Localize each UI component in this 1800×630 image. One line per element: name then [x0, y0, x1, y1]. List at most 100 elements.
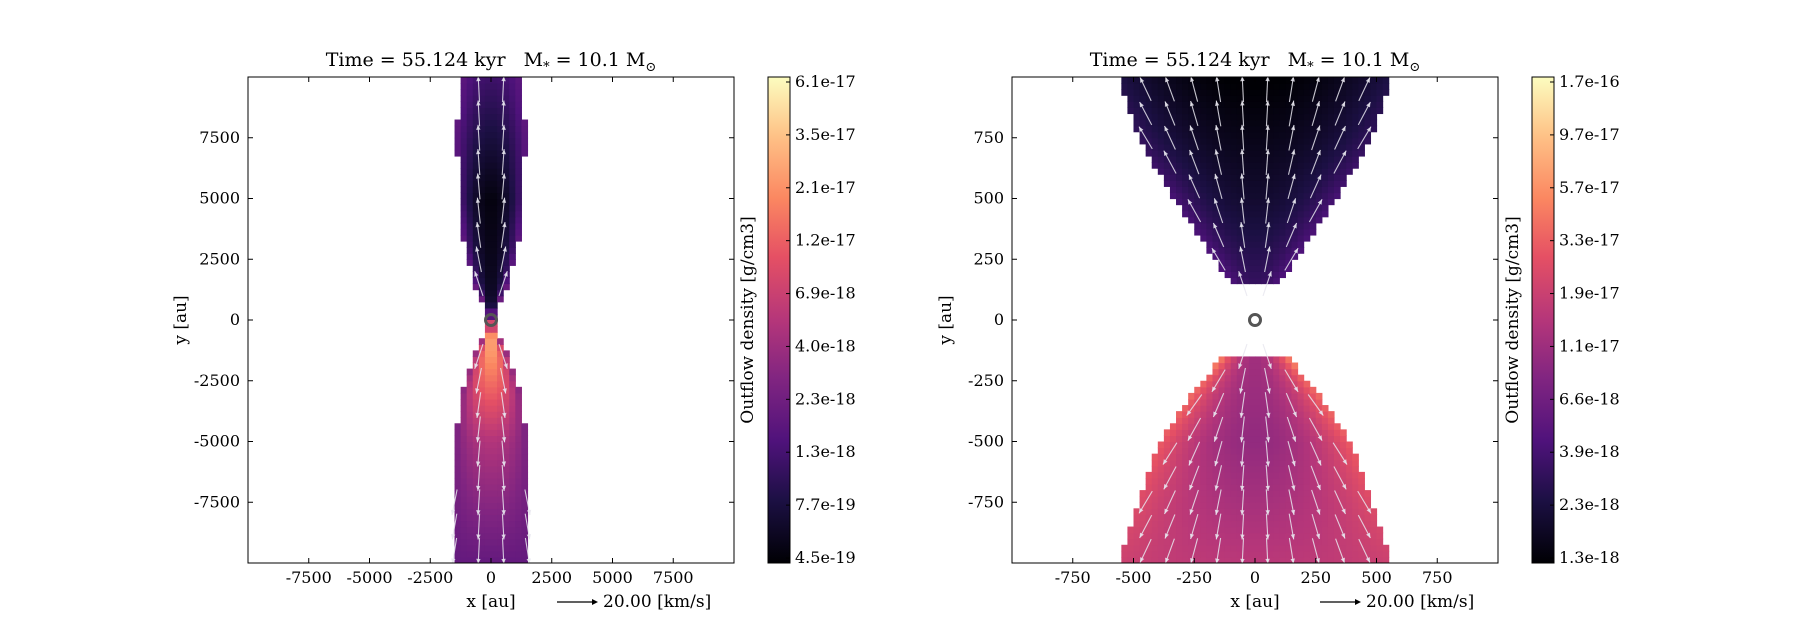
panel-2-density-cell: [1133, 538, 1141, 546]
panel-2-density-cell: [1236, 508, 1244, 515]
panel-2-velocity-arrowhead: [1165, 77, 1170, 83]
panel-2-density-cell: [1145, 532, 1153, 540]
panel-1-density-cell: [484, 95, 492, 102]
panel-2-density-cell: [1157, 526, 1165, 534]
panel-1-ytick-label: -5000: [194, 432, 240, 451]
panel-2-velocity-arrowhead: [1365, 557, 1370, 563]
panel-2-density-cell: [1248, 77, 1256, 84]
panel-2-density-cell: [1291, 168, 1299, 175]
panel-2-density-cell: [1182, 155, 1189, 163]
panel-1-density-cell: [478, 283, 486, 291]
panel-2-density-cell: [1291, 137, 1299, 145]
panel-2-density-cell: [1145, 143, 1153, 151]
panel-1-density-cell: [491, 465, 498, 473]
panel-1-density-cell: [509, 423, 516, 430]
panel-1-density-cell: [509, 253, 516, 260]
panel-2-density-cell: [1151, 137, 1159, 145]
panel-2-density-cell: [1182, 95, 1189, 102]
panel-2-density-cell: [1224, 556, 1232, 563]
panel-2-density-cell: [1145, 538, 1153, 546]
panel-2-density-cell: [1206, 508, 1214, 515]
panel-2-density-cell: [1291, 508, 1299, 515]
panel-2-velocity-arrowhead: [1214, 509, 1220, 515]
panel-2-density-cell: [1224, 204, 1232, 212]
panel-2-density-cell: [1309, 447, 1317, 455]
panel-1-xtick-label: -7500: [286, 568, 332, 587]
panel-1-density-cell: [497, 368, 504, 376]
panel-2-density-cell: [1273, 520, 1280, 528]
panel-2-density-cell: [1309, 210, 1317, 218]
panel-1-density-cell: [460, 137, 468, 145]
panel-1-density-cell: [491, 496, 498, 503]
panel-2-density-cell: [1291, 380, 1299, 388]
panel-2-density-cell: [1145, 101, 1153, 108]
panel-2-density-cell: [1291, 490, 1299, 497]
panel-1-density-cell: [509, 241, 516, 248]
panel-2-density-cell: [1261, 447, 1268, 455]
panel-1-density-cell: [491, 259, 498, 266]
panel-2-density-cell: [1242, 411, 1250, 418]
panel-2-density-cell: [1230, 83, 1238, 90]
panel-2-density-cell: [1273, 538, 1280, 546]
panel-1-density-cell: [491, 538, 498, 546]
panel-1-density-cell: [460, 441, 468, 449]
panel-2-density-cell: [1285, 149, 1293, 157]
panel-2-density-cell: [1163, 544, 1171, 552]
panel-2-density-cell: [1212, 465, 1220, 473]
panel-1-density-cell: [491, 514, 498, 522]
panel-2-velocity-arrowhead: [1265, 173, 1271, 179]
panel-1-density-cell: [472, 471, 480, 479]
panel-2-velocity-arrowhead: [1340, 557, 1345, 563]
panel-2-density-cell: [1157, 162, 1165, 169]
panel-1-density-cell: [478, 502, 486, 509]
panel-2-density-cell: [1279, 556, 1286, 563]
panel-2-density-cell: [1176, 520, 1183, 528]
panel-1-density-cell: [497, 417, 504, 424]
panel-2-density-cell: [1169, 441, 1177, 449]
panel-2-density-cell: [1273, 216, 1280, 224]
panel-2-density-cell: [1218, 180, 1226, 187]
panel-2-density-cell: [1230, 392, 1238, 400]
panel-2-density-cell: [1303, 186, 1311, 194]
panel-2-density-cell: [1358, 125, 1365, 133]
panel-1-density-cell: [466, 538, 474, 546]
panel-1-density-cell: [515, 423, 522, 430]
panel-2-density-cell: [1346, 101, 1353, 108]
panel-2-density-cell: [1236, 423, 1244, 430]
panel-2-density-cell: [1358, 77, 1365, 84]
panel-2-density-cell: [1236, 520, 1244, 528]
panel-2-density-cell: [1333, 496, 1341, 503]
panel-2-density-cell: [1364, 490, 1372, 497]
panel-2-density-cell: [1176, 423, 1183, 430]
panel-2-density-cell: [1200, 131, 1207, 139]
panel-2-density-cell: [1230, 174, 1238, 181]
panel-1-density-cell: [509, 228, 516, 236]
panel-2-density-cell: [1157, 113, 1165, 121]
panel-1-density-cell: [484, 313, 492, 321]
panel-2-density-cell: [1303, 210, 1311, 218]
panel-2-xtick-label: 750: [1422, 568, 1453, 587]
panel-2-density-cell: [1151, 77, 1159, 84]
panel-2-density-cell: [1230, 155, 1238, 163]
panel-2-quiver-key-label: 20.00 [km/s]: [1366, 592, 1474, 612]
panel-1-density-cell: [515, 174, 522, 181]
panel-2-density-cell: [1182, 405, 1189, 412]
panel-2-density-cell: [1163, 113, 1171, 121]
panel-2-density-cell: [1218, 538, 1226, 546]
panel-2-density-cell: [1236, 101, 1244, 108]
panel-2-density-cell: [1248, 198, 1256, 206]
panel-2-density-cell: [1321, 441, 1329, 449]
panel-2-density-cell: [1242, 137, 1250, 145]
panel-2-density-cell: [1169, 435, 1177, 443]
panel-2-density-cell: [1321, 405, 1329, 412]
panel-2-density-cell: [1297, 192, 1305, 200]
panel-1-density-cell: [466, 149, 474, 157]
panel-2-density-cell: [1297, 538, 1305, 546]
panel-2-density-cell: [1194, 502, 1201, 509]
panel-2-density-cell: [1230, 405, 1238, 412]
panel-2-density-cell: [1327, 101, 1335, 108]
panel-1-density-cell: [478, 107, 486, 115]
panel-2-density-cell: [1267, 508, 1274, 515]
panel-2-velocity-arrowhead: [1239, 222, 1244, 228]
panel-1-density-cell: [466, 228, 474, 236]
